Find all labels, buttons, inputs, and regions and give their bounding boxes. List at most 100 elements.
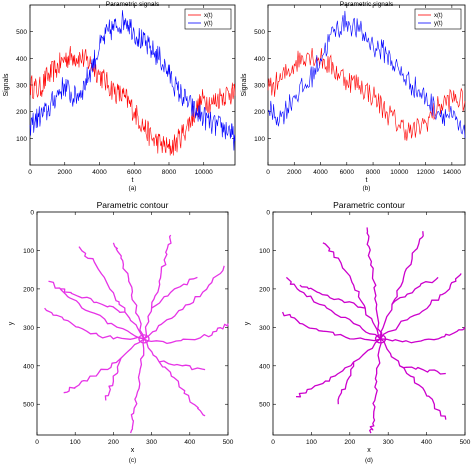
x-tick-label: 100 (70, 439, 81, 446)
y-tick-label: 200 (16, 109, 27, 116)
x-tick-label: 400 (421, 439, 432, 446)
y-tick-label: 400 (259, 363, 270, 370)
x-tick-label: 8000 (162, 169, 177, 176)
y-tick-label: 400 (254, 56, 265, 63)
contour-arm-12 (159, 360, 206, 371)
y-tick-label: 100 (254, 136, 265, 143)
y-tick-label: 0 (30, 210, 34, 217)
x-tick-label: 300 (383, 439, 394, 446)
legend-box (184, 8, 232, 30)
x-axis-label: t (366, 177, 368, 184)
contour-arm-0 (78, 246, 145, 340)
contour-arm-13 (337, 361, 355, 405)
contour-arm-5 (380, 338, 447, 420)
series-line-0 (29, 45, 236, 156)
chart-title: Parametric contour (97, 200, 169, 210)
chart-title: Parametric contour (333, 200, 405, 210)
panel-d: Parametric contour 0 100 200 300 400 500 0 100 20… (244, 200, 471, 464)
legend-box (414, 8, 462, 30)
contour-arm-2 (379, 231, 424, 339)
y-axis-label: Signals (241, 73, 248, 96)
legend-entry: y(t) (204, 21, 213, 27)
y-tick-label: 300 (259, 325, 270, 332)
x-tick-label: 0 (28, 169, 32, 176)
x-tick-label: 0 (35, 439, 39, 446)
y-tick-label: 100 (16, 136, 27, 143)
y-tick-label: 500 (254, 29, 265, 36)
panel-c: Parametric contour 0 100 200 300 400 500 0 100 20… (8, 200, 234, 464)
x-tick-label: 2000 (287, 169, 302, 176)
contour-arm-2 (143, 234, 172, 340)
contour-arm-3 (379, 273, 462, 340)
y-tick-label: 500 (16, 29, 27, 36)
contour-arm-10 (59, 288, 125, 313)
x-tick-label: 500 (460, 439, 471, 446)
contour-arm-1 (112, 242, 145, 340)
series-line-0 (267, 47, 466, 141)
legend-entry: x(t) (204, 13, 213, 19)
contour-arm-8 (44, 307, 145, 340)
y-tick-label: 300 (23, 325, 34, 332)
contour-arm-4 (143, 323, 229, 345)
x-tick-label: 4000 (313, 169, 328, 176)
x-axis-label: x (131, 447, 135, 454)
y-tick-label: 100 (259, 248, 270, 255)
series-line-1 (29, 10, 236, 151)
panel-caption: (d) (365, 457, 373, 464)
contour-center (138, 334, 150, 344)
x-tick-label: 400 (184, 439, 195, 446)
y-axis-label: y (244, 321, 251, 325)
chart-title: Parametric signals (106, 1, 160, 8)
x-tick-label: 10000 (390, 169, 408, 176)
x-tick-label: 2000 (58, 169, 73, 176)
x-tick-label: 200 (344, 439, 355, 446)
y-tick-label: 500 (23, 402, 34, 409)
y-tick-label: 400 (23, 363, 34, 370)
y-tick-label: 0 (266, 210, 270, 217)
chart-title: Parametric signals (340, 1, 394, 8)
contour-arm-6 (369, 338, 382, 434)
x-tick-label: 14000 (443, 169, 461, 176)
contour-arm-5 (143, 338, 206, 417)
x-tick-label: 500 (223, 439, 234, 446)
contour-arm-8 (281, 311, 381, 342)
contour-arm-9 (48, 280, 145, 340)
panel-caption: (b) (363, 185, 371, 192)
plot-frame (36, 211, 229, 436)
x-tick-label: 200 (108, 439, 119, 446)
contour-arm-3 (143, 265, 225, 340)
x-tick-label: 0 (271, 439, 275, 446)
y-tick-label: 200 (254, 109, 265, 116)
y-tick-label: 200 (259, 286, 270, 293)
y-axis-label: Signals (3, 73, 10, 96)
legend-entry: x(t) (434, 13, 443, 19)
contour-arm-9 (285, 276, 381, 340)
contour-arm-6 (129, 338, 145, 434)
x-tick-label: 10000 (195, 169, 213, 176)
contour-arm-1 (366, 227, 383, 340)
y-axis-label: y (8, 321, 15, 325)
x-tick-label: 12000 (417, 169, 435, 176)
y-tick-label: 300 (16, 83, 27, 90)
contour-arm-0 (322, 242, 382, 340)
y-tick-label: 100 (23, 248, 34, 255)
y-tick-label: 200 (23, 286, 34, 293)
plot-frame (272, 211, 466, 436)
x-tick-label: 6000 (127, 169, 142, 176)
contour-arm-7 (63, 338, 145, 394)
x-tick-label: 8000 (366, 169, 381, 176)
contour-arm-11 (151, 276, 198, 309)
contour-center (374, 334, 387, 344)
y-tick-label: 400 (16, 56, 27, 63)
contour-arm-7 (295, 338, 381, 398)
legend-entry: y(t) (434, 21, 443, 27)
x-tick-label: 0 (266, 169, 270, 176)
contour-arm-10 (299, 284, 366, 309)
contour-arm-12 (399, 365, 446, 375)
contour-arm-13 (104, 357, 122, 401)
x-tick-label: 4000 (92, 169, 107, 176)
x-tick-label: 100 (306, 439, 317, 446)
x-tick-label: 300 (146, 439, 157, 446)
contour-arm-4 (380, 326, 466, 344)
